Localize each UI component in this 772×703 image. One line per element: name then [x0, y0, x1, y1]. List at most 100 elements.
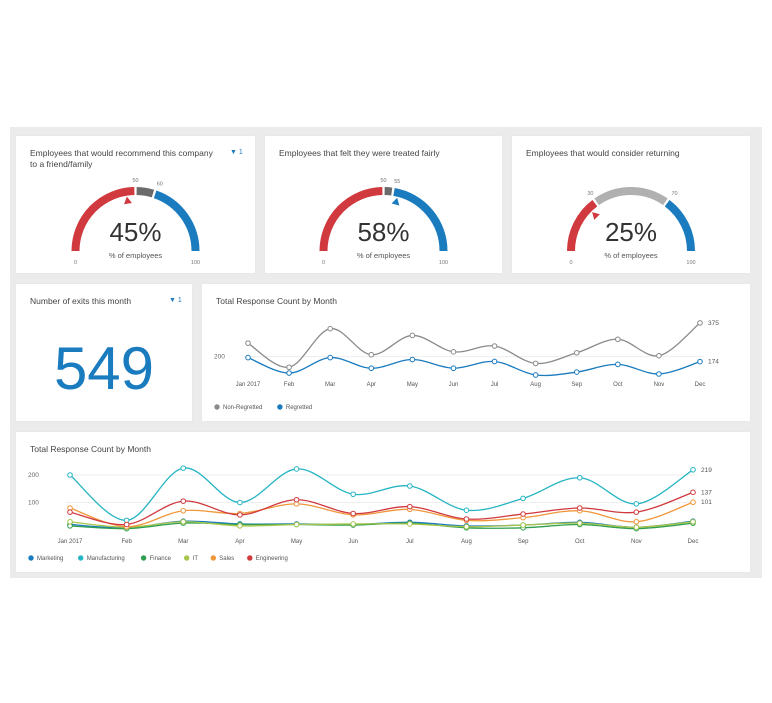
data-point	[697, 320, 703, 326]
series-line	[69, 467, 694, 522]
legend-marker	[140, 555, 147, 561]
legend-label: IT	[193, 556, 199, 562]
gauge-subtitle: % of employees	[109, 251, 163, 260]
gauge-min-label: 0	[569, 260, 572, 266]
gauge-threshold-label: 30	[587, 191, 593, 197]
data-point	[697, 358, 703, 365]
data-point	[245, 354, 251, 361]
gauge-subtitle: % of employees	[357, 251, 411, 260]
line-chart: 100 200 Jan 2017 Feb Mar Apr May Jun Jul Aug Sep Oc…	[28, 465, 712, 562]
legend-marker	[184, 555, 190, 561]
data-point	[576, 505, 583, 511]
legend-label: Non-Regretted	[223, 405, 262, 411]
data-point	[180, 465, 187, 471]
end-value-label: 375	[708, 320, 719, 327]
x-tick-label: May	[407, 382, 418, 388]
gauge-value: 58%	[357, 217, 409, 247]
legend-label: Regretted	[286, 405, 312, 411]
data-point	[520, 495, 526, 502]
x-tick-label: Apr	[235, 539, 244, 545]
end-value-label: 174	[708, 359, 719, 366]
legend-marker	[277, 404, 283, 410]
legend-label: Sales	[219, 556, 234, 562]
x-tick-label: Dec	[695, 382, 706, 388]
line-chart: 200 Jan 2017 Feb Mar Apr May Jun Jul Aug Sep Oct No…	[214, 320, 719, 411]
data-point	[573, 369, 580, 375]
gauge-neutral-band	[594, 187, 668, 206]
data-point	[656, 352, 662, 359]
x-tick-label: Jun	[449, 382, 459, 388]
data-point	[576, 520, 583, 526]
gauge-threshold-label: 55	[394, 179, 400, 185]
legend-label: Finance	[150, 556, 172, 562]
data-point	[633, 509, 640, 515]
gauge-blue-band	[393, 187, 448, 252]
data-point	[286, 364, 292, 371]
filter-count: 1	[238, 149, 243, 156]
chart-card-regretted: Total Response Count by Month 200 Jan 201…	[202, 284, 750, 421]
gauge-title: Employees that would recommend this comp…	[30, 148, 213, 169]
data-point	[573, 349, 580, 356]
gauge-chart: 50 55 58% % of employees 0 100	[319, 178, 448, 266]
data-point	[180, 498, 187, 504]
x-tick-label: Jul	[491, 382, 499, 388]
gauge-threshold-label: 50	[132, 178, 138, 184]
x-tick-label: Oct	[613, 382, 623, 388]
legend-marker	[210, 555, 216, 561]
data-point	[491, 343, 498, 349]
gauge-subtitle: % of employees	[604, 251, 658, 260]
data-point	[690, 489, 696, 496]
data-point	[237, 523, 243, 529]
exits-card: Number of exits this month ▼ 1 549	[16, 284, 192, 421]
data-point	[350, 510, 356, 517]
gauge-threshold-label: 70	[671, 191, 677, 197]
x-tick-label: Jan 2017	[236, 382, 261, 388]
series-line	[247, 356, 701, 377]
x-tick-label: Nov	[654, 382, 665, 388]
data-point	[615, 336, 621, 343]
data-point	[656, 371, 662, 377]
filter-count: 1	[177, 297, 182, 304]
gauge-chart: 50 60 45% % of employees 0 100	[71, 178, 200, 266]
data-point	[520, 522, 526, 528]
data-point	[67, 472, 73, 478]
legend-label: Engineering	[256, 556, 288, 562]
data-point	[245, 340, 251, 346]
data-point	[615, 361, 621, 368]
x-tick-label: Apr	[367, 382, 376, 388]
gauge-card-fair: Employees that felt they were treated fa…	[265, 136, 502, 273]
data-point	[532, 360, 539, 367]
y-tick-label: 200	[214, 354, 225, 361]
legend-marker	[214, 404, 220, 410]
series-line	[69, 491, 694, 526]
filter-icon[interactable]: ▼ 1	[169, 297, 182, 304]
gauge-blue-band	[153, 190, 200, 252]
x-tick-label: Jul	[406, 539, 414, 545]
data-point	[67, 518, 73, 525]
data-point	[67, 509, 73, 515]
data-point	[690, 466, 696, 473]
data-point	[450, 365, 457, 372]
data-point	[407, 483, 413, 489]
data-point	[123, 521, 130, 528]
data-point	[463, 507, 470, 513]
data-point	[576, 474, 583, 481]
series-line	[69, 521, 694, 528]
gauge-red-band	[71, 187, 135, 252]
filter-icon[interactable]: ▼ 1	[230, 149, 243, 156]
gauge-min-label: 0	[74, 260, 77, 266]
exits-title: Number of exits this month	[30, 296, 132, 306]
data-point	[407, 521, 413, 527]
x-tick-label: Oct	[575, 539, 585, 545]
data-point	[368, 365, 375, 372]
gauge-marker-icon	[592, 212, 600, 220]
end-value-label: 219	[701, 467, 712, 474]
gauge-threshold-label: 60	[157, 181, 163, 187]
data-point	[327, 325, 333, 332]
gauge-max-label: 100	[191, 260, 200, 266]
chart-title: Total Response Count by Month	[216, 296, 337, 306]
x-tick-label: Feb	[284, 382, 295, 388]
gauge-marker-icon	[391, 197, 400, 206]
x-tick-label: Nov	[631, 539, 642, 545]
y-tick-label: 200	[28, 472, 39, 479]
